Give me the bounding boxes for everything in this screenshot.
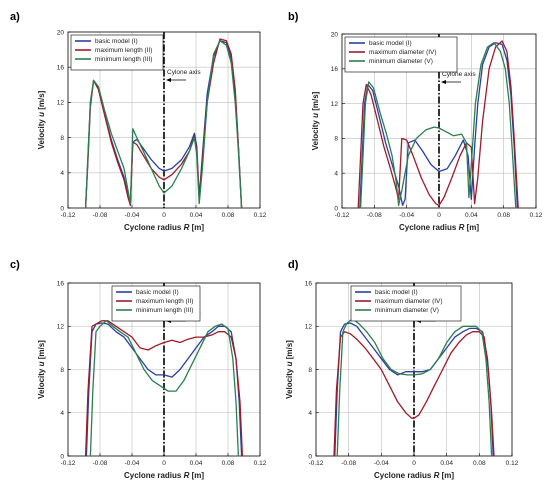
y-tick-label: 16 xyxy=(57,65,65,72)
y-tick-label: 16 xyxy=(57,280,65,287)
chart-panel: d) -0.12 -0.08 -0.04 0 0.04 0.08 0.12 0 4 8 12 16 Cyc… xyxy=(285,259,519,480)
x-tick-label: -0.12 xyxy=(335,212,350,219)
series-line xyxy=(89,320,240,457)
x-tick-label: 0.04 xyxy=(190,212,203,219)
x-tick-label: 0.08 xyxy=(497,212,510,219)
chart-panel: c) -0.12 -0.08 -0.04 0 0.04 0.08 0.12 0 4 8 12 16 Cyc… xyxy=(10,259,267,480)
series-line xyxy=(359,42,517,209)
legend-entry: basic model (I) xyxy=(95,38,138,45)
x-axis-label: Cyclone radius R [m] xyxy=(399,223,479,232)
legend-entry: minimum diameter (V) xyxy=(375,307,439,314)
x-axis-label: Cyclone radius R [m] xyxy=(374,471,454,480)
legend-entry: maximum length (II) xyxy=(136,298,193,305)
series-line xyxy=(333,331,495,457)
legend-entry: maximum length (II) xyxy=(95,47,152,54)
y-tick-label: 8 xyxy=(334,136,338,143)
legend-entry: maximum diameter (IV) xyxy=(369,49,437,56)
legend-entry: basic model (I) xyxy=(369,40,412,47)
annotation-arrowhead xyxy=(441,80,446,84)
x-tick-label: -0.12 xyxy=(61,212,76,219)
x-tick-label: 0.08 xyxy=(222,460,235,467)
x-tick-label: 0 xyxy=(162,460,166,467)
x-tick-label: 0 xyxy=(412,460,416,467)
x-tick-label: -0.08 xyxy=(93,212,108,219)
y-tick-label: 0 xyxy=(60,453,64,460)
series-line xyxy=(334,322,494,457)
panel-label: d) xyxy=(288,259,299,271)
y-tick-label: 20 xyxy=(331,31,339,38)
x-tick-label: 0.08 xyxy=(473,460,486,467)
x-tick-label: -0.12 xyxy=(309,460,324,467)
y-axis-label: Velocity u [m/s] xyxy=(285,340,294,399)
y-tick-label: 12 xyxy=(305,324,313,331)
x-axis-label: Cyclone radius R [m] xyxy=(124,223,204,232)
y-tick-label: 12 xyxy=(331,101,339,108)
legend-entry: maximum diameter (IV) xyxy=(375,298,443,305)
y-axis-label: Velocity u [m/s] xyxy=(37,90,46,149)
y-tick-label: 4 xyxy=(308,410,312,417)
y-tick-label: 16 xyxy=(331,66,339,73)
x-tick-label: 0.04 xyxy=(440,460,453,467)
y-tick-label: 8 xyxy=(60,135,64,142)
x-tick-label: 0.04 xyxy=(190,460,203,467)
x-tick-label: -0.04 xyxy=(125,460,140,467)
chart-panel: a) -0.12 -0.08 -0.04 0 0.04 0.08 0.12 0 4 8 12 16 20 C… xyxy=(10,11,267,232)
legend-entry: minimum length (III) xyxy=(95,56,152,63)
x-tick-label: -0.08 xyxy=(341,460,356,467)
panel-label: b) xyxy=(288,11,299,23)
x-tick-label: 0.12 xyxy=(506,460,519,467)
y-tick-label: 4 xyxy=(334,171,338,178)
x-tick-label: -0.08 xyxy=(367,212,382,219)
x-tick-label: -0.04 xyxy=(374,460,389,467)
series-line xyxy=(359,42,519,209)
x-tick-label: -0.12 xyxy=(61,460,76,467)
y-tick-label: 20 xyxy=(57,29,65,36)
y-tick-label: 0 xyxy=(308,453,312,460)
y-tick-label: 4 xyxy=(60,170,64,177)
annotation-arrowhead xyxy=(166,78,171,82)
y-tick-label: 12 xyxy=(57,324,65,331)
chart-panel: b) -0.12 -0.08 -0.04 0 0.04 0.08 0.12 0 4 8 12 16 20 C… xyxy=(288,11,543,232)
panel-label: c) xyxy=(10,259,20,271)
x-tick-label: -0.08 xyxy=(93,460,108,467)
legend-entry: minimum diameter (V) xyxy=(369,58,433,65)
y-axis-label: Velocity u [m/s] xyxy=(37,340,46,399)
series-line xyxy=(84,40,243,209)
series-line xyxy=(357,40,519,209)
x-tick-label: 0.04 xyxy=(465,212,478,219)
x-tick-label: 0.12 xyxy=(530,212,543,219)
y-tick-label: 0 xyxy=(60,205,64,212)
y-tick-label: 8 xyxy=(308,367,312,374)
x-tick-label: 0.12 xyxy=(254,460,267,467)
y-axis-label: Velocity u [m/s] xyxy=(311,91,320,150)
legend-entry: basic model (I) xyxy=(136,289,179,296)
x-tick-label: 0.12 xyxy=(254,212,267,219)
legend-entry: minimum length (III) xyxy=(136,307,193,314)
panel-label: a) xyxy=(10,11,20,23)
y-tick-label: 4 xyxy=(60,410,64,417)
x-tick-label: 0 xyxy=(162,212,166,219)
series-line xyxy=(84,320,244,457)
x-axis-label: Cyclone radius R [m] xyxy=(124,471,204,480)
y-tick-label: 16 xyxy=(305,280,313,287)
legend-entry: basic model (I) xyxy=(375,289,418,296)
axis-annotation: Cylone axis xyxy=(442,71,476,78)
x-tick-label: -0.04 xyxy=(399,212,414,219)
x-tick-label: 0.08 xyxy=(222,212,235,219)
axis-annotation: Cylone axis xyxy=(167,69,201,76)
y-tick-label: 8 xyxy=(60,367,64,374)
y-tick-label: 0 xyxy=(334,205,338,212)
x-tick-label: 0 xyxy=(437,212,441,219)
x-tick-label: -0.04 xyxy=(125,212,140,219)
y-tick-label: 12 xyxy=(57,100,65,107)
